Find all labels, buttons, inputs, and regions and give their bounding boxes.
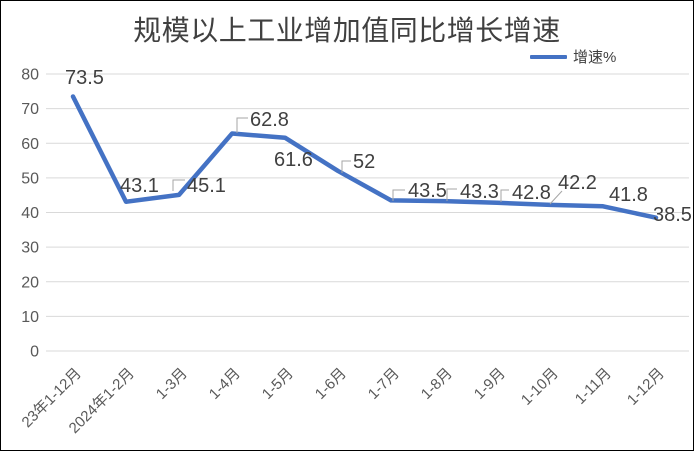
data-label: 62.8 <box>250 109 289 131</box>
data-label-leader <box>172 179 185 191</box>
x-axis-label: 1-6月 <box>312 365 350 403</box>
x-axis-label: 1-8月 <box>418 365 456 403</box>
chart-title: 规模以上工业增加值同比增长增速 <box>133 15 561 46</box>
y-axis-tick-label: 70 <box>21 101 39 118</box>
data-label: 43.1 <box>120 175 159 197</box>
data-label: 43.3 <box>460 181 499 203</box>
data-label-leader <box>236 117 248 133</box>
x-axis-label: 1-11月 <box>572 365 615 408</box>
y-axis-tick-label: 60 <box>21 136 39 153</box>
data-label-leader <box>341 160 351 173</box>
data-label: 41.8 <box>609 184 648 206</box>
data-label-leader <box>392 189 405 201</box>
y-axis-tick-label: 20 <box>21 274 39 291</box>
data-label: 45.1 <box>187 175 226 197</box>
x-axis-label: 1-12月 <box>624 365 668 409</box>
x-axis-label: 1-5月 <box>259 365 297 403</box>
y-axis-tick-label: 80 <box>21 67 39 84</box>
data-label-leader <box>446 188 457 201</box>
x-axis-label: 1-10月 <box>518 365 562 409</box>
legend-line-marker <box>530 54 567 59</box>
data-label: 61.6 <box>274 149 313 171</box>
legend-label: 增速% <box>573 49 617 66</box>
data-label: 73.5 <box>65 67 104 89</box>
x-axis-label: 1-7月 <box>365 365 403 403</box>
y-axis-tick-label: 0 <box>30 344 39 361</box>
data-label: 43.5 <box>408 180 447 202</box>
data-label: 38.5 <box>653 204 692 226</box>
y-axis-tick-label: 50 <box>21 170 39 187</box>
y-axis-tick-label: 30 <box>21 240 39 257</box>
legend: 增速% <box>530 46 616 67</box>
x-axis-label: 1-3月 <box>153 365 191 403</box>
x-axis-label: 1-4月 <box>206 365 244 403</box>
data-label: 42.8 <box>512 182 551 204</box>
x-axis-label: 1-9月 <box>471 365 509 403</box>
y-axis-tick-label: 40 <box>21 205 39 222</box>
y-axis-tick-label: 10 <box>21 309 39 326</box>
data-label-leader <box>500 189 509 202</box>
series-line <box>70 94 659 220</box>
data-label-leader <box>549 190 563 205</box>
data-label: 52 <box>353 151 375 173</box>
data-label: 42.2 <box>558 172 597 194</box>
